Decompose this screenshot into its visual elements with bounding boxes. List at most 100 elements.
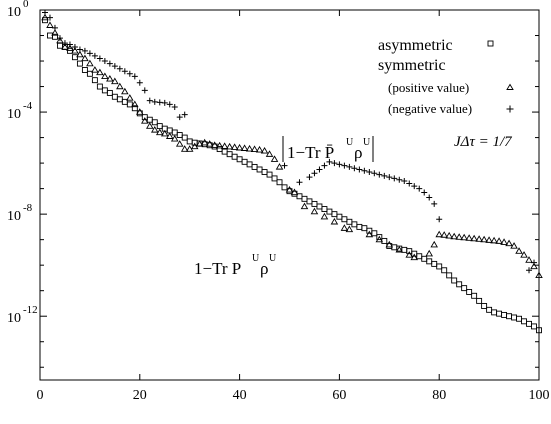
- point-triangle: [235, 143, 244, 151]
- point-square: [271, 175, 278, 182]
- point-triangle: [485, 236, 493, 243]
- point-plus: [391, 175, 398, 182]
- y-tick-label: 10-8: [7, 202, 33, 224]
- point-triangle: [345, 225, 354, 233]
- point-triangle: [160, 129, 169, 137]
- point-square: [176, 132, 183, 138]
- series-triangle: [41, 13, 543, 279]
- point-plus: [306, 174, 313, 181]
- point-square: [521, 318, 527, 325]
- point-square: [506, 313, 513, 320]
- y-tick-label-exponent: -8: [23, 202, 33, 214]
- data-marks: [41, 9, 543, 334]
- point-square: [86, 70, 93, 77]
- point-plus: [411, 183, 418, 190]
- point-square: [376, 234, 383, 241]
- point-plus: [76, 46, 83, 53]
- point-plus: [181, 111, 188, 118]
- x-tick-label: 40: [233, 388, 247, 403]
- point-square: [181, 134, 188, 141]
- point-square: [241, 158, 248, 165]
- point-triangle: [136, 108, 144, 115]
- legend-label-symmetric: symmetric: [378, 57, 446, 74]
- point-square: [231, 153, 238, 160]
- point-triangle: [66, 44, 74, 51]
- y-tick-label: 10-4: [7, 100, 33, 122]
- point-triangle: [490, 236, 498, 244]
- point-square: [356, 223, 363, 230]
- point-square: [171, 129, 178, 136]
- point-plus: [316, 166, 323, 173]
- y-tick-label-base: 10: [7, 5, 21, 20]
- lower-curve-sup: U: [252, 253, 260, 264]
- point-plus: [126, 70, 133, 77]
- y-tick-label-exponent: -4: [23, 100, 33, 112]
- point-square: [451, 277, 458, 284]
- point-plus: [346, 163, 353, 170]
- point-triangle: [175, 140, 184, 147]
- point-triangle: [121, 87, 129, 95]
- point-square: [221, 148, 228, 155]
- point-square: [266, 171, 273, 178]
- point-square: [52, 33, 58, 40]
- point-square: [431, 260, 438, 267]
- point-triangle: [425, 249, 433, 257]
- point-plus: [396, 176, 403, 183]
- lower-curve-rho: ρ: [260, 259, 268, 278]
- point-plus: [61, 40, 68, 47]
- point-square: [166, 127, 173, 134]
- point-plus: [141, 87, 148, 94]
- point-plus: [281, 162, 288, 169]
- point-triangle: [275, 163, 284, 170]
- point-square: [501, 311, 508, 318]
- upper-curve-sup: U: [346, 137, 354, 148]
- point-plus: [136, 79, 143, 86]
- point-triangle: [405, 251, 414, 258]
- point-triangle: [106, 74, 114, 82]
- point-plus: [381, 172, 388, 179]
- point-plus: [176, 114, 183, 121]
- plot-frame: [39, 9, 540, 381]
- point-plus: [111, 63, 118, 70]
- point-plus: [56, 35, 63, 42]
- point-square: [316, 203, 323, 210]
- param-annotation: JΔτ = 1/7: [454, 134, 513, 150]
- point-square: [116, 96, 123, 103]
- point-triangle: [155, 128, 164, 136]
- point-triangle: [535, 271, 543, 279]
- point-square: [91, 77, 98, 84]
- point-triangle: [250, 145, 259, 152]
- point-square: [381, 237, 388, 244]
- point-square: [446, 272, 453, 279]
- point-triangle: [150, 126, 159, 133]
- x-tick-label: 20: [133, 388, 147, 403]
- point-square: [146, 116, 153, 123]
- point-plus: [151, 98, 158, 105]
- point-triangle: [290, 188, 299, 196]
- upper-curve-main: 1−Tr P̄: [287, 143, 334, 162]
- lower-curve-rho-sup: U: [269, 253, 277, 264]
- point-square: [151, 119, 158, 126]
- point-triangle: [255, 145, 264, 153]
- point-plus: [81, 47, 88, 54]
- point-triangle: [480, 235, 488, 243]
- point-square: [531, 323, 537, 330]
- series-square: [42, 17, 542, 334]
- point-plus: [86, 50, 93, 57]
- point-plus: [526, 267, 533, 274]
- point-triangle: [215, 141, 224, 149]
- point-triangle: [91, 66, 99, 73]
- point-triangle: [126, 94, 134, 101]
- point-triangle: [285, 185, 294, 193]
- point-plus: [156, 99, 163, 106]
- point-plus: [166, 101, 173, 108]
- point-square: [236, 156, 243, 163]
- y-tick-label-base: 10: [7, 107, 21, 122]
- point-plus: [146, 97, 153, 104]
- point-square: [471, 292, 478, 299]
- lower-curve-main: 1−Tr P: [194, 259, 241, 278]
- y-tick-label-base: 10: [7, 209, 21, 224]
- legend-label-positive: (positive value): [388, 80, 469, 95]
- point-square: [526, 320, 532, 327]
- point-triangle: [260, 146, 269, 154]
